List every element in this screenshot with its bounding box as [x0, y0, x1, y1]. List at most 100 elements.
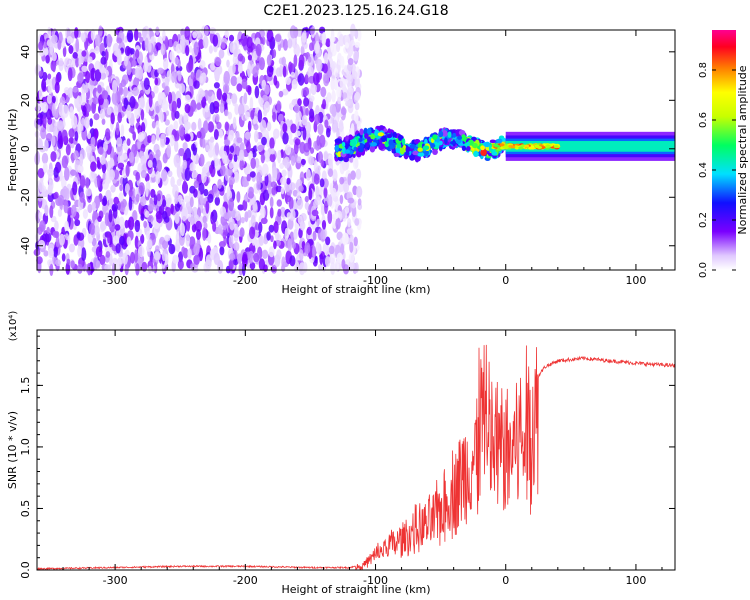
spectrogram-cell [197, 118, 202, 131]
spectrogram-cell [167, 91, 173, 104]
spectrogram-cell [153, 221, 160, 230]
spectrogram-cell [185, 233, 191, 247]
spectrogram-cell [126, 138, 131, 147]
spectrogram-cell [226, 185, 231, 197]
spectrogram-cell [43, 250, 49, 257]
spectrogram-cell [224, 121, 229, 132]
spectrogram-cell [203, 120, 209, 134]
spectrogram-cell [304, 74, 309, 84]
spectrogram-cell [115, 121, 120, 136]
spectrogram-cell [191, 143, 196, 152]
spectrogram-cell [304, 201, 310, 211]
colorbar-tick-label: 0.6 [698, 112, 709, 128]
snr-xlabel: Height of straight line (km) [281, 583, 430, 596]
spectrogram-cell [461, 134, 467, 142]
spectrogram-cell [137, 66, 144, 80]
spectrogram-cell [289, 25, 297, 39]
spectrogram-cell [184, 195, 191, 203]
spectrogram-cell [432, 134, 438, 140]
colorbar-ticks: 0.0 0.2 0.4 0.6 0.8 [698, 62, 736, 278]
snr-scale-label: (x10⁴) [8, 311, 19, 342]
spectrogram-cell [298, 185, 304, 192]
spectrogram-cell [405, 146, 410, 153]
spectrogram-cell [36, 118, 43, 125]
spectrogram-cell [94, 69, 102, 82]
spectrogram-cell [489, 139, 496, 144]
spectrogram-cell [239, 227, 245, 238]
spectrogram-cell [184, 133, 191, 141]
spectrogram-cell [262, 189, 270, 201]
spectrogram-cell [259, 119, 267, 133]
spectrogram-cell [327, 210, 333, 225]
spectrogram-cell [352, 155, 359, 170]
spectrogram-cell [101, 90, 109, 100]
spectrogram-carrier-band [505, 141, 676, 152]
spectrogram-cell [175, 65, 183, 72]
spectrogram-cell [135, 171, 140, 181]
spectrogram-cell [282, 65, 287, 78]
spectrogram-cell [118, 216, 125, 229]
spectrogram-cell [260, 217, 268, 225]
spectrogram-cell [58, 57, 64, 72]
spectrogram-cell [251, 150, 257, 158]
spectrogram-cell [62, 104, 69, 118]
spectrogram-cell [240, 33, 248, 47]
spectrogram-cell [111, 91, 118, 105]
spectrogram-cell [76, 95, 82, 108]
spectrogram-cell [304, 195, 309, 203]
snr-x-tick-label: -100 [363, 574, 388, 587]
spectrogram-cell [293, 103, 300, 114]
spectrogram-cell [201, 170, 207, 183]
spectrogram-cell [290, 71, 296, 78]
spectrogram-cell [36, 226, 43, 235]
spectrogram-cell [276, 199, 282, 207]
spectrogram-cell [81, 50, 87, 57]
spectrogram-cell [331, 106, 337, 118]
spectrogram-cell [191, 121, 197, 131]
spectrogram-cell [344, 206, 350, 214]
spectrogram-cell [308, 188, 313, 201]
spectrogram-cell [319, 134, 326, 148]
snr-y-tick-label: 0.5 [19, 500, 32, 518]
spectrogram-cell [163, 57, 169, 70]
spectrogram-cell [100, 155, 106, 165]
figure-title: C2E1.2023.125.16.24.G18 [263, 3, 448, 19]
spectrogram-cell [234, 103, 240, 116]
spectrogram-cell [67, 87, 74, 99]
spectrogram-cell [261, 163, 269, 177]
spectrogram-cell [190, 263, 196, 270]
spectrogram-cell [353, 50, 359, 62]
spectrogram-cell [135, 193, 140, 203]
spectrogram-cell [330, 61, 337, 70]
spectrogram-cell [268, 246, 275, 258]
spectrogram-cell [157, 92, 163, 106]
spectrogram-cell [326, 92, 332, 103]
spectrogram-cell [36, 256, 43, 265]
spectrogram-cell [300, 45, 305, 56]
spectrogram-cell [261, 136, 267, 146]
spectrogram-cell [273, 240, 277, 250]
spectrogram-cell [217, 224, 223, 235]
spectrogram-cell [204, 25, 209, 37]
spectrogram-cell [145, 101, 150, 114]
spectrogram-cell [204, 109, 211, 122]
spectrogram-cell [61, 129, 68, 143]
spectrogram-cell [106, 107, 112, 116]
spectrogram-cell [369, 145, 376, 153]
spectrogram-cell [510, 145, 516, 149]
spectrogram-cell [342, 78, 348, 85]
spectrogram-cell [291, 78, 298, 90]
spectrogram-cell [63, 200, 69, 214]
spectrogram-cell [54, 81, 60, 94]
spectrogram-cell [48, 179, 54, 192]
spectrogram-cell [260, 206, 266, 219]
spectrogram-cell [95, 246, 103, 258]
spectrogram-cell [128, 127, 135, 133]
spectrogram-cell [212, 184, 218, 194]
spectrogram-cell [128, 196, 133, 211]
spectrogram-cell [412, 150, 419, 156]
spectrogram-cell [378, 143, 384, 150]
spectrogram-cell [347, 173, 352, 186]
spectrogram-cell [341, 259, 346, 270]
spectrogram-cell [267, 186, 273, 195]
